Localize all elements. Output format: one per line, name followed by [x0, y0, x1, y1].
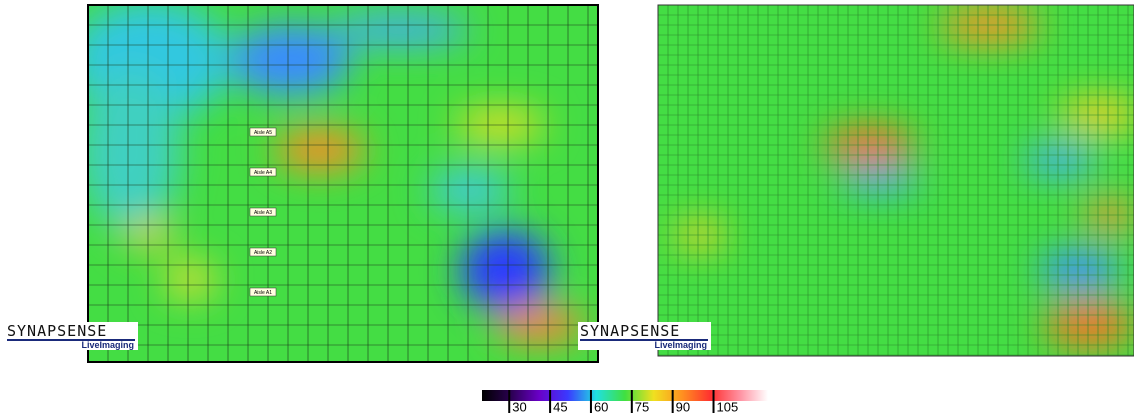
- tick-label: 30: [512, 399, 526, 414]
- floor-grid: Aisle A5 Aisle A4 Aisle A3 Aisle A2 Aisle A1: [88, 5, 598, 362]
- logo-bar: [580, 339, 708, 341]
- heat-blob: [165, 262, 215, 298]
- heat-blobs: [88, 5, 585, 343]
- heat-blob: [125, 223, 175, 247]
- logo-bg: [578, 322, 711, 350]
- logo-bg: [5, 322, 138, 350]
- aisle-tag: [249, 207, 277, 217]
- color-scale-ticks: 30 45 60 75 90 105: [508, 390, 739, 414]
- aisle-label: Aisle A2: [254, 250, 272, 256]
- logo-brand: SYNAPSENSE: [580, 322, 680, 340]
- heat-blob: [275, 130, 365, 170]
- aisle-tag: [249, 127, 277, 137]
- aisle-label: Aisle A3: [254, 210, 272, 216]
- tick-label: 45: [553, 399, 567, 414]
- heat-blob: [1040, 250, 1120, 290]
- heatmap-right: [658, 5, 1134, 356]
- heat-blob: [330, 15, 470, 45]
- tick-label: 75: [635, 399, 649, 414]
- aisle-tag: [249, 167, 277, 177]
- tick-label: 60: [594, 399, 608, 414]
- aisle-label: Aisle A4: [254, 170, 272, 176]
- logo-product: LiveImaging: [81, 340, 134, 350]
- logo: SYNAPSENSE LiveImaging: [578, 322, 711, 350]
- logo-brand: SYNAPSENSE: [7, 322, 107, 340]
- heat-blob: [460, 230, 550, 310]
- heat-blob: [430, 170, 510, 210]
- floor-grid: [658, 5, 1134, 356]
- aisle-label: Aisle A1: [254, 290, 272, 296]
- aisle-tag: [249, 247, 277, 257]
- heat-blob: [840, 168, 920, 192]
- heatmap-left: Aisle A5 Aisle A4 Aisle A3 Aisle A2 Aisle A1: [88, 5, 598, 362]
- aisle-tag: [249, 287, 277, 297]
- color-scale: [482, 390, 768, 401]
- heat-blob: [88, 70, 180, 230]
- aisle-label: Aisle A5: [254, 130, 272, 136]
- panel-border: [657, 4, 1134, 357]
- heat-blob: [1025, 145, 1095, 175]
- logo: SYNAPSENSE LiveImaging: [5, 322, 138, 350]
- logo-bar: [7, 339, 135, 341]
- logo-product: LiveImaging: [654, 340, 707, 350]
- tick-label: 90: [676, 399, 690, 414]
- heat-blob: [230, 25, 350, 95]
- tick-label: 105: [717, 399, 739, 414]
- panel-border: [87, 4, 599, 363]
